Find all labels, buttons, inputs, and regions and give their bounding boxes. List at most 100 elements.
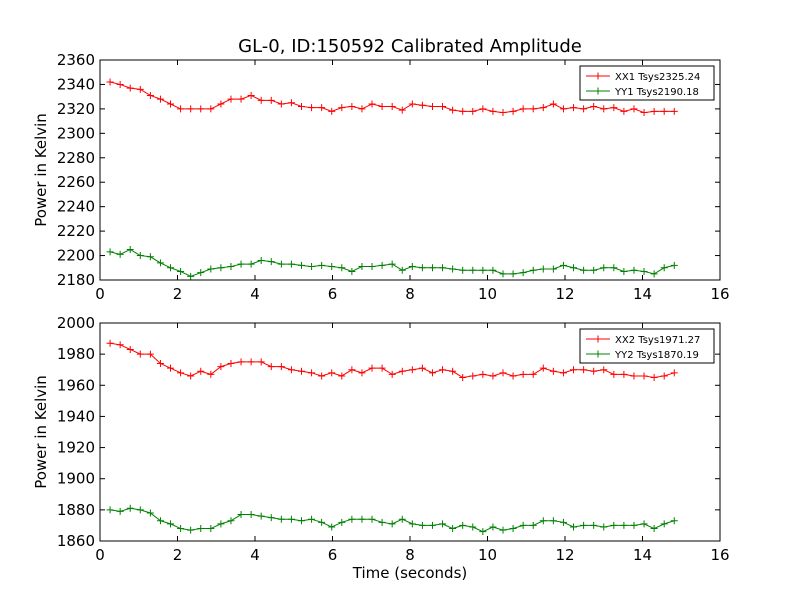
plot2-y-tick-label: 1960: [57, 376, 95, 394]
plot2-series-1-point: [167, 364, 175, 372]
plot2-series-2-point: [328, 523, 336, 531]
plot1-series-2-point: [378, 261, 386, 269]
plot1-x-tick-label: 2: [173, 285, 183, 303]
plot2-series-2-point: [388, 520, 396, 528]
plot1-series-1-point: [318, 104, 326, 112]
plot2-series-1-point: [600, 366, 608, 374]
plot1-series-2-point: [267, 258, 275, 266]
plot1-series-2-point: [298, 261, 305, 269]
plot1-series-2-point: [358, 263, 366, 271]
plot2-series-2-point: [600, 523, 608, 531]
plot2-x-tick-label: 0: [95, 546, 105, 564]
plot1-x-tick-label: 12: [555, 285, 574, 303]
plot1-series-1-point: [418, 101, 426, 109]
plot2-series-1-point: [620, 370, 628, 378]
plot1-series-2-point: [328, 263, 336, 271]
plot2-legend-label-1: XX2 Tsys1971.27: [615, 335, 700, 346]
plot1-series-1-point: [509, 107, 517, 115]
plot2-series-1-point: [277, 363, 285, 371]
plot1-series-2-point: [559, 261, 567, 269]
plot2-series-1-point: [449, 367, 457, 375]
plot1-series-1-point: [398, 106, 406, 114]
plot2-series-2-point: [187, 526, 195, 534]
plot1-series-1-point: [257, 96, 265, 104]
plot1-y-tick-label: 2180: [57, 271, 95, 289]
plot1-x-tick-label: 14: [633, 285, 652, 303]
plot2-series-2-point: [348, 515, 356, 523]
plot1-series-2-point: [187, 272, 195, 280]
plot1-series-1-point: [267, 96, 275, 104]
plot2-series-1-point: [408, 366, 416, 374]
plot1-series-2-point: [338, 264, 346, 272]
plot2-series-1-point: [529, 370, 537, 378]
plot2-series-2-point: [620, 521, 628, 529]
plot2-series-2-point: [126, 504, 134, 512]
plot2-y-tick-label: 1860: [57, 532, 95, 550]
plot2-series-2-point: [298, 517, 305, 525]
plot2-series-1-point: [348, 366, 356, 374]
plot1-series-2-point: [600, 264, 608, 272]
plot2-series-2-point: [418, 521, 426, 529]
plot1-series-1-point: [237, 95, 245, 103]
plot1-series-1-point: [670, 107, 678, 115]
plot1-y-tick-label: 2200: [57, 247, 95, 265]
plot2-series-2-point: [146, 509, 154, 517]
plot2-series-1-point: [549, 367, 557, 375]
plot2-series-2-point: [247, 511, 255, 519]
plot1-series-2-point: [308, 263, 316, 271]
plot2-series-1-point: [358, 369, 366, 377]
plot1-series-1-point: [277, 100, 285, 108]
plot2-series-2-point: [610, 521, 618, 529]
plot2-series-1-point: [237, 358, 245, 366]
plot1-series-1-point: [106, 78, 114, 86]
plot2-series-2-point: [439, 520, 447, 528]
plot2-series-1-point: [318, 372, 326, 380]
plot1-series-1-point: [519, 105, 527, 113]
plot2-series-1-point: [499, 369, 507, 377]
plot2-series-1-point: [610, 370, 618, 378]
plot1-series-1-point: [640, 109, 648, 117]
plot1-series-2-point: [146, 253, 154, 261]
plot1-series-2-point: [539, 265, 547, 273]
plot1-series-2-point: [620, 267, 628, 275]
plot2-series-1-point: [106, 339, 114, 347]
plot2-series-2-point: [136, 506, 144, 514]
plot1-series-1-point: [136, 85, 144, 93]
plot2-series-1-point: [489, 372, 497, 380]
plot2-series-2-point: [630, 521, 638, 529]
plot1-y-tick-label: 2240: [57, 198, 95, 216]
plot2-series-1-point: [418, 364, 426, 372]
plot1-y-tick-label: 2340: [57, 75, 95, 93]
plot2-y-tick-label: 1920: [57, 439, 95, 457]
plot2-series-2-point: [559, 518, 567, 526]
plot2-x-axis-label: Time (seconds): [352, 564, 468, 582]
plot2-series-2-point: [368, 515, 376, 523]
plot2-series-1-point: [197, 367, 205, 375]
plot2-series-1-point: [146, 350, 154, 358]
plot1-x-tick-label: 8: [405, 285, 415, 303]
plot2-series-1-point: [187, 372, 195, 380]
plot1-series-2-point: [247, 260, 255, 268]
plot2-series-2-point: [398, 515, 406, 523]
plot1-series-1-point: [539, 104, 547, 112]
plot1-y-tick-label: 2320: [57, 100, 95, 118]
plot2-y-tick-label: 1980: [57, 345, 95, 363]
plot1-series-1-point: [308, 104, 316, 112]
plot2-series-1-point: [509, 372, 517, 380]
plot2-series-2-point: [227, 517, 235, 525]
plot2-x-tick-label: 12: [555, 546, 574, 564]
plot1-series-1-point: [167, 100, 175, 108]
plot2-series-1-point: [378, 364, 386, 372]
plot2-series-1-point: [126, 345, 134, 353]
plot2-series-1-point: [580, 366, 588, 374]
plot2-series-2-point: [459, 521, 467, 529]
plot1-series-2-point: [630, 266, 638, 274]
plot1-series-2-point: [136, 252, 144, 260]
plot2-series-2-point: [469, 523, 477, 531]
plot2-series-1-point: [459, 374, 467, 381]
plot2-series-1-point: [328, 369, 336, 377]
plot1-series-2-point: [408, 263, 416, 271]
plot1-series-1-point: [358, 105, 366, 113]
plot1-series-1-point: [388, 102, 396, 110]
plot2-series-1-point: [590, 367, 598, 375]
